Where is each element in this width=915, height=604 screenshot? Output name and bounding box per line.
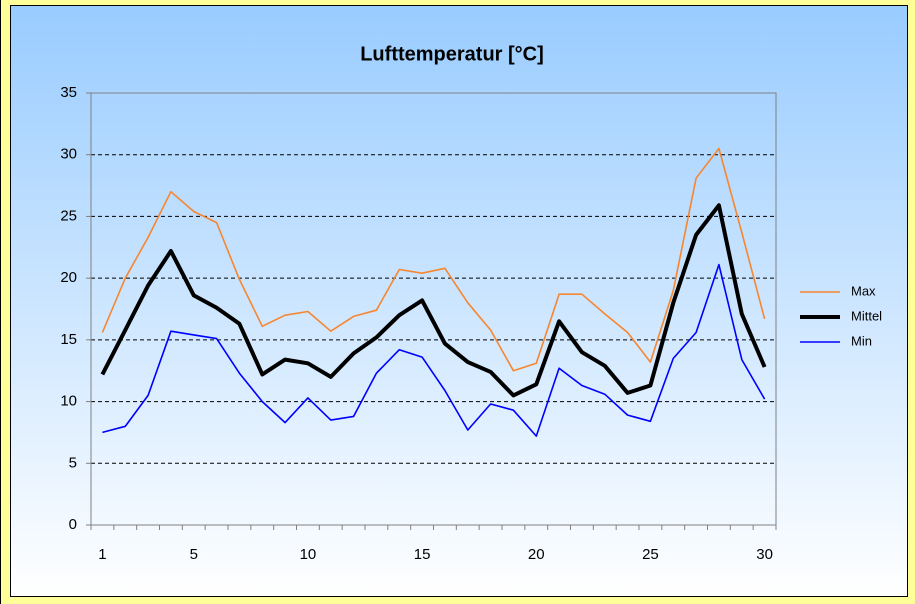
x-tick-label: 15 [414, 546, 431, 563]
x-tick-label: 25 [642, 546, 659, 563]
series-line [100, 203, 767, 398]
y-tick-label: 10 [60, 393, 77, 410]
legend-label: Min [851, 333, 872, 348]
legend-label: Mittel [851, 308, 882, 323]
series-line [101, 147, 766, 372]
chart-area [10, 5, 908, 597]
series-line [102, 263, 766, 437]
y-tick-label: 20 [60, 269, 77, 286]
x-tick-label: 5 [190, 546, 198, 563]
x-tick-label: 1 [98, 546, 106, 563]
legend-label: Max [851, 283, 876, 298]
x-tick-label: 20 [528, 546, 545, 563]
x-tick-label: 30 [756, 546, 773, 563]
x-tick-label: 10 [300, 546, 317, 563]
y-tick-label: 15 [60, 331, 77, 348]
y-tick-label: 30 [60, 146, 77, 163]
y-tick-label: 0 [69, 516, 77, 533]
chart-title: Lufttemperatur [°C] [360, 43, 544, 65]
y-tick-label: 5 [69, 454, 77, 471]
y-tick-label: 25 [60, 207, 77, 224]
y-tick-label: 35 [60, 84, 77, 101]
